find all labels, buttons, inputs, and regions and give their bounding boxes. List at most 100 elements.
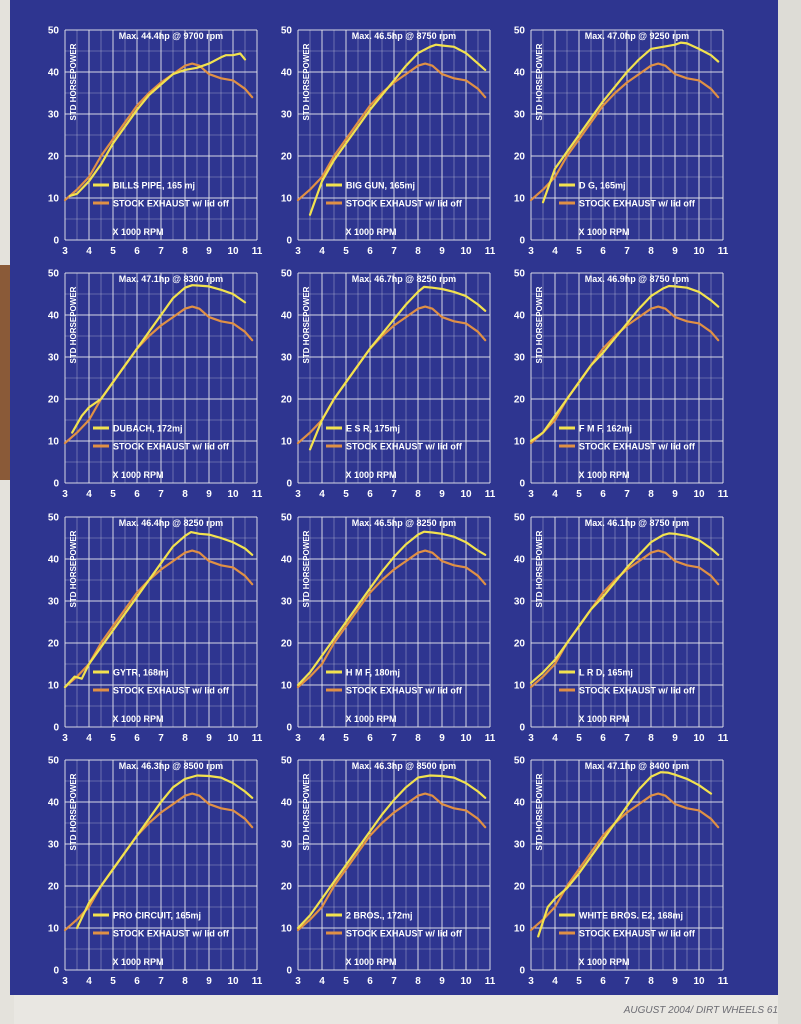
x-axis-label: X 1000 RPM <box>112 470 163 480</box>
x-tick-label: 10 <box>693 246 705 257</box>
y-tick-label: 0 <box>286 479 292 490</box>
x-tick-label: 7 <box>391 733 397 744</box>
x-axis-label: X 1000 RPM <box>578 714 629 724</box>
y-tick-label: 50 <box>514 756 526 767</box>
y-tick-label: 30 <box>281 840 293 851</box>
x-tick-label: 4 <box>552 246 558 257</box>
y-tick-label: 10 <box>514 194 526 205</box>
x-tick-label: 11 <box>252 733 263 744</box>
x-tick-label: 11 <box>485 489 496 500</box>
x-tick-label: 9 <box>672 976 678 987</box>
x-tick-label: 9 <box>672 246 678 257</box>
y-tick-label: 10 <box>48 681 60 692</box>
x-tick-label: 8 <box>182 976 188 987</box>
series-line-stock <box>296 792 487 932</box>
y-tick-label: 50 <box>281 513 293 524</box>
x-tick-label: 9 <box>206 976 212 987</box>
y-tick-label: 50 <box>48 26 60 37</box>
x-tick-label: 3 <box>295 489 301 500</box>
series-line-stock <box>296 62 487 202</box>
x-tick-label: 3 <box>528 733 534 744</box>
y-tick-label: 20 <box>514 152 526 163</box>
y-tick-label: 20 <box>281 395 293 406</box>
y-tick-label: 20 <box>514 395 526 406</box>
x-tick-label: 6 <box>134 246 140 257</box>
dyno-chart: 0 10 20 30 40 50 3 4 5 6 7 8 9 10 11 Max. 46.5hp @ 8750… <box>281 26 496 258</box>
legend-label: STOCK EXHAUST w/ lid off <box>113 199 230 209</box>
y-tick-label: 50 <box>514 513 526 524</box>
x-tick-label: 5 <box>110 733 116 744</box>
legend-label: DUBACH, 172mj <box>113 424 183 434</box>
chart-title: Max. 46.4hp @ 8250 rpm <box>119 518 223 528</box>
dyno-chart: 0 10 20 30 40 50 3 4 5 6 7 8 9 10 11 Max. 46.4hp @ 8250… <box>48 513 263 745</box>
y-tick-label: 20 <box>514 882 526 893</box>
chart-title: Max. 46.3hp @ 8500 rpm <box>119 761 223 771</box>
series-line-pipe <box>75 774 254 930</box>
x-tick-label: 8 <box>648 489 654 500</box>
y-tick-label: 0 <box>519 236 525 247</box>
x-tick-label: 6 <box>600 246 606 257</box>
x-tick-label: 10 <box>227 976 239 987</box>
y-tick-label: 10 <box>48 924 60 935</box>
x-tick-label: 7 <box>158 489 164 500</box>
y-tick-label: 50 <box>281 756 293 767</box>
y-tick-label: 10 <box>48 437 60 448</box>
x-tick-label: 3 <box>62 246 68 257</box>
x-tick-label: 7 <box>624 489 630 500</box>
grid-lines <box>297 759 491 971</box>
x-tick-label: 4 <box>319 976 325 987</box>
y-tick-label: 30 <box>48 597 60 608</box>
x-tick-label: 9 <box>439 246 445 257</box>
x-tick-label: 9 <box>439 489 445 500</box>
x-tick-label: 10 <box>227 489 239 500</box>
y-tick-label: 30 <box>48 353 60 364</box>
x-axis-label: X 1000 RPM <box>345 227 396 237</box>
dyno-chart: 0 10 20 30 40 50 3 4 5 6 7 8 9 10 11 Max. 46.3hp @ 8500… <box>48 756 263 988</box>
y-axis-label: STD HORSEPOWER <box>69 530 78 607</box>
x-tick-label: 8 <box>415 489 421 500</box>
x-tick-label: 8 <box>415 976 421 987</box>
x-axis-label: X 1000 RPM <box>112 227 163 237</box>
y-tick-label: 30 <box>281 353 293 364</box>
dyno-chart: 0 10 20 30 40 50 3 4 5 6 7 8 9 10 11 Max. 47.1hp @ 8300… <box>48 269 263 501</box>
y-tick-label: 20 <box>281 639 293 650</box>
y-axis-label: STD HORSEPOWER <box>69 773 78 850</box>
y-tick-label: 20 <box>48 882 60 893</box>
dyno-chart: 0 10 20 30 40 50 3 4 5 6 7 8 9 10 11 Max. 44.4hp @ 9700… <box>48 26 263 258</box>
series-line-pipe <box>529 284 720 443</box>
x-axis-label: X 1000 RPM <box>578 227 629 237</box>
x-tick-label: 8 <box>182 489 188 500</box>
x-tick-label: 10 <box>227 733 239 744</box>
page-footer: AUGUST 2004/ DIRT WHEELS 61 <box>623 1005 778 1016</box>
y-tick-label: 20 <box>48 152 60 163</box>
y-axis-label: STD HORSEPOWER <box>535 43 544 120</box>
legend-label: BILLS PIPE, 165 mj <box>113 181 195 191</box>
x-tick-label: 11 <box>252 489 263 500</box>
x-tick-label: 4 <box>86 246 92 257</box>
x-tick-label: 4 <box>552 733 558 744</box>
y-tick-label: 20 <box>281 882 293 893</box>
x-tick-label: 9 <box>439 733 445 744</box>
y-tick-label: 40 <box>514 555 526 566</box>
y-tick-label: 20 <box>514 639 526 650</box>
x-tick-label: 3 <box>528 489 534 500</box>
y-tick-label: 0 <box>519 966 525 977</box>
x-tick-label: 10 <box>460 976 472 987</box>
series-line-pipe <box>296 774 487 930</box>
y-tick-label: 0 <box>286 236 292 247</box>
series-line-pipe <box>71 284 247 434</box>
x-tick-label: 6 <box>134 489 140 500</box>
x-tick-label: 4 <box>319 489 325 500</box>
chart-title: Max. 44.4hp @ 9700 rpm <box>119 31 223 41</box>
y-tick-label: 0 <box>286 723 292 734</box>
chart-title: Max. 46.5hp @ 8250 rpm <box>352 518 456 528</box>
chart-title: Max. 46.7hp @ 8250 rpm <box>352 274 456 284</box>
series-line-pipe <box>308 285 487 451</box>
chart-title: Max. 47.1hp @ 8300 rpm <box>119 274 223 284</box>
x-tick-label: 4 <box>319 733 325 744</box>
y-tick-label: 10 <box>514 681 526 692</box>
legend-label: F M F, 162mj <box>579 424 632 434</box>
dyno-chart: 0 10 20 30 40 50 3 4 5 6 7 8 9 10 11 Max. 46.3hp @ 8500… <box>281 756 496 988</box>
legend-label: STOCK EXHAUST w/ lid off <box>346 929 463 939</box>
